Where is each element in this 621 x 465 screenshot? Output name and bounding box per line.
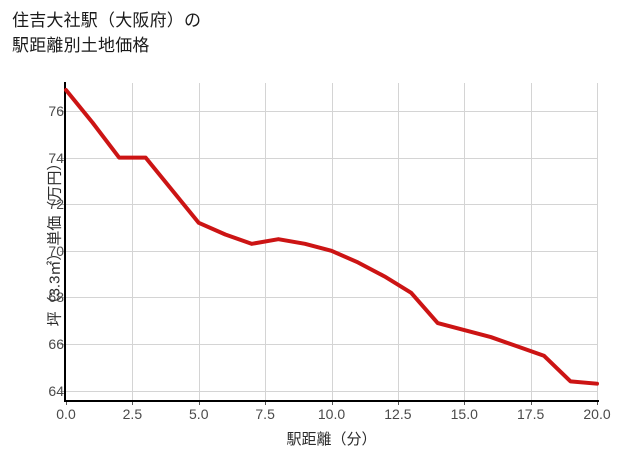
x-tick-label: 17.5 xyxy=(517,406,545,422)
y-axis-tick xyxy=(60,390,66,392)
x-axis-tick xyxy=(66,400,67,405)
y-tick-label: 64 xyxy=(48,382,64,399)
gridline-vertical xyxy=(530,83,532,400)
y-axis-title: 坪（3.3㎡）単価（万円） xyxy=(46,155,64,327)
y-axis-tick xyxy=(60,344,66,346)
y-tick-label: 74 xyxy=(48,149,64,166)
line-series-tsubo-price xyxy=(64,87,599,386)
x-axis-tick xyxy=(397,400,399,405)
data-series-layer xyxy=(64,87,599,386)
y-axis-tick xyxy=(60,157,66,159)
x-axis-tick xyxy=(597,400,598,405)
x-tick-label: 0.0 xyxy=(56,406,76,422)
x-tick-label: 5.0 xyxy=(189,406,209,422)
gridline-vertical xyxy=(331,83,333,400)
x-tick-label: 10.0 xyxy=(317,406,346,422)
y-axis-tick xyxy=(60,110,66,112)
y-tick-label: 70 xyxy=(48,242,64,259)
gridline-vertical xyxy=(397,83,399,400)
x-axis-tick xyxy=(198,400,200,405)
x-axis-line xyxy=(64,400,599,402)
y-tick-label: 76 xyxy=(48,102,64,119)
x-axis-tick xyxy=(331,400,333,405)
x-axis-title: 駅距離（分） xyxy=(286,431,377,448)
gridline-vertical xyxy=(132,83,134,400)
x-tick-label: 15.0 xyxy=(450,406,478,422)
plot-wrapper: 64 66 68 70 72 74 76 0.0 2.5 5.0 7.5 10.0 12.5 15.0 1… xyxy=(47,82,611,448)
gridline-vertical xyxy=(198,83,200,400)
x-tick-label: 2.5 xyxy=(122,406,143,422)
x-axis-tick xyxy=(464,400,466,405)
y-axis-tick xyxy=(60,204,66,206)
x-axis-tick xyxy=(530,400,532,405)
x-tick-label: 20.0 xyxy=(583,406,611,422)
y-axis-tick xyxy=(60,297,66,299)
y-tick-label: 68 xyxy=(48,289,64,306)
x-tick-label: 7.5 xyxy=(255,406,275,422)
x-tick-label: 12.5 xyxy=(384,406,412,422)
y-axis-line xyxy=(64,82,66,401)
y-tick-label: 72 xyxy=(48,196,64,213)
y-tick-label: 66 xyxy=(48,336,64,353)
y-axis-tick xyxy=(60,250,66,252)
chart-title: 住吉大社駅（大阪府）の 駅距離別土地価格 xyxy=(12,11,202,55)
gridline-vertical xyxy=(464,83,466,400)
x-axis-tick xyxy=(265,400,267,405)
x-axis-tick xyxy=(132,400,134,405)
gridline-vertical xyxy=(597,83,598,400)
